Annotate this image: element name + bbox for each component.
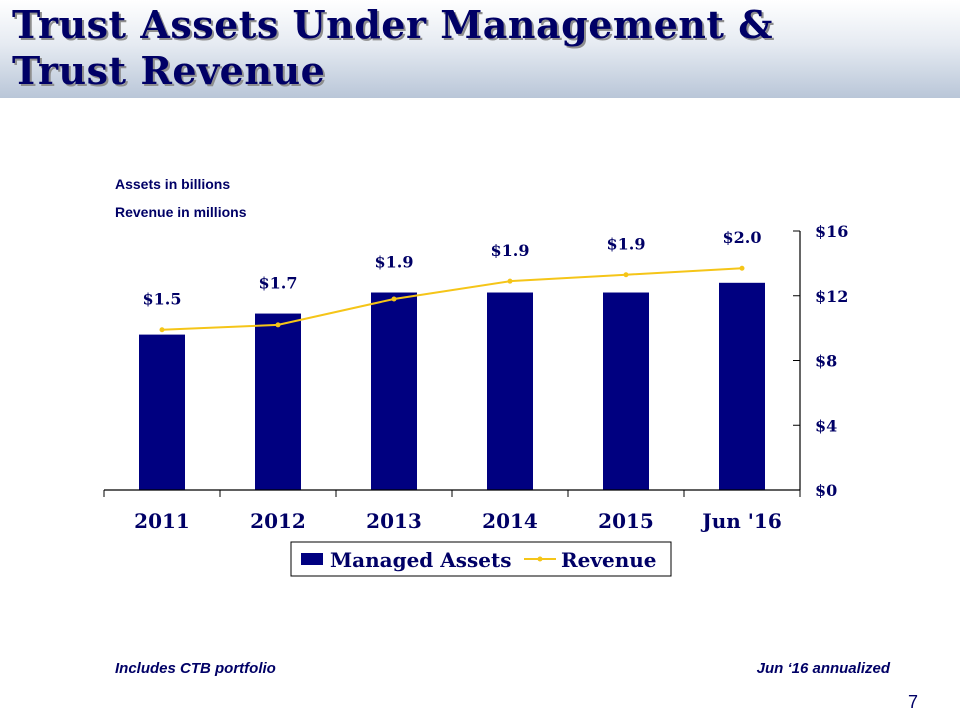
title-bar	[0, 0, 960, 98]
bar-4	[603, 292, 649, 490]
revenue-point-5	[739, 265, 745, 271]
revenue-point-0	[159, 327, 165, 333]
footnote-portfolio: Includes CTB portfolio	[115, 660, 276, 677]
revenue-data-label-2: $1.9	[375, 253, 414, 272]
y-tick-label-3: $12	[815, 287, 848, 306]
revenue-line	[161, 267, 743, 331]
y-tick-label-0: $0	[815, 481, 837, 500]
revenue-point-2	[391, 296, 397, 302]
revenue-data-label-3: $1.9	[491, 241, 530, 260]
revenue-point-3	[507, 278, 513, 284]
y-tick-label-1: $4	[815, 416, 837, 435]
bar-0	[139, 334, 185, 490]
assets-unit-note: Assets in billions	[115, 176, 231, 192]
revenue-point-4	[623, 272, 629, 278]
bar-3	[487, 292, 533, 490]
x-tick-label-4: 2015	[598, 509, 654, 533]
revenue-data-label-4: $1.9	[607, 235, 646, 254]
legend-box	[290, 541, 672, 577]
slide-title: Trust Assets Under Management & Trust Re…	[12, 2, 773, 94]
bar-2	[371, 292, 417, 490]
legend-swatch-bars	[301, 553, 323, 565]
y-tick-label-4: $16	[815, 222, 848, 241]
revenue-data-label-1: $1.7	[259, 274, 298, 293]
legend-label-bars: Managed Assets	[330, 548, 512, 572]
x-tick-label-3: 2014	[482, 509, 538, 533]
legend-label-line: Revenue	[561, 548, 657, 572]
bar-1	[255, 313, 301, 490]
x-tick-label-1: 2012	[250, 509, 306, 533]
title-line-2: Trust Revenue	[12, 48, 326, 93]
legend-swatch-line-marker	[537, 556, 543, 562]
revenue-data-label-0: $1.5	[143, 290, 182, 309]
revenue-unit-note: Revenue in millions	[115, 204, 247, 220]
x-tick-label-5: Jun '16	[700, 509, 781, 533]
revenue-data-label-5: $2.0	[723, 228, 762, 247]
x-tick-label-2: 2013	[366, 509, 422, 533]
revenue-point-1	[275, 322, 281, 328]
x-tick-label-0: 2011	[134, 509, 190, 533]
y-tick-label-2: $8	[815, 352, 837, 371]
bar-5	[719, 282, 765, 490]
title-line-1: Trust Assets Under Management &	[12, 2, 774, 47]
page-number: 7	[907, 692, 918, 712]
footnote-annualized: Jun ‘16 annualized	[756, 660, 890, 677]
